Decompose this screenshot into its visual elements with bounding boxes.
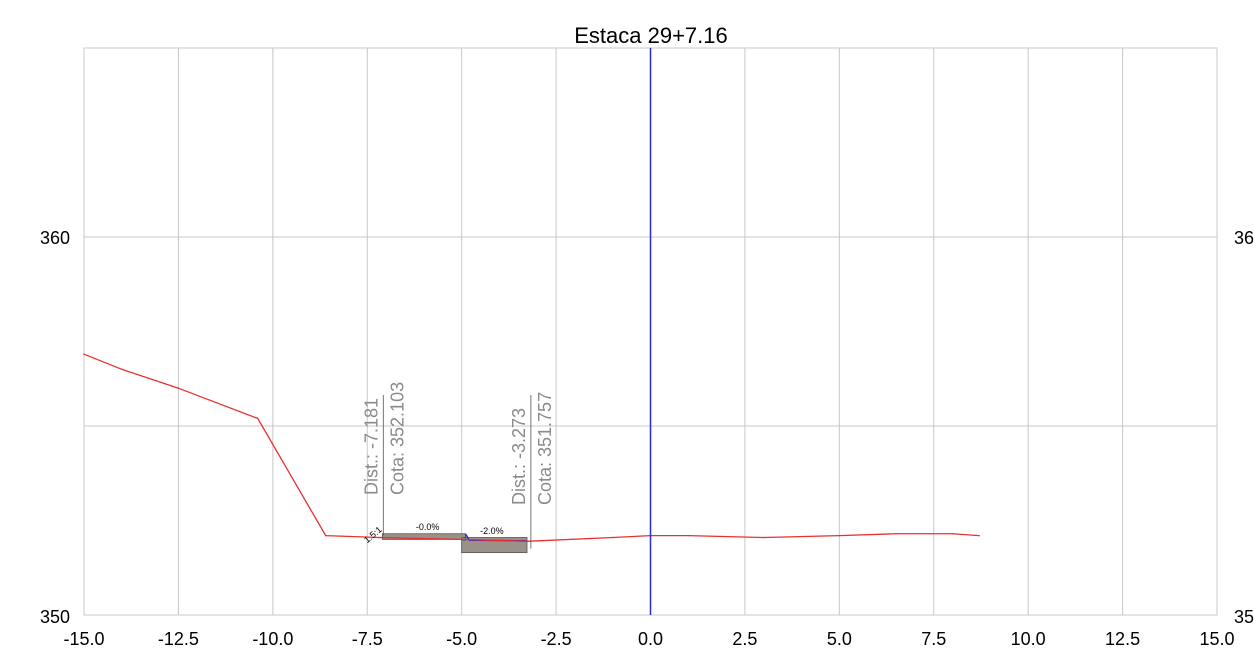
terrain-point — [526, 540, 528, 543]
x-tick-label: -5.0 — [446, 629, 477, 649]
annotation-cota-left: Cota: 352.103 — [387, 382, 407, 495]
y-tick-label-right: 36 — [1234, 228, 1254, 248]
x-tick-label: -12.5 — [158, 629, 199, 649]
x-tick-label: 12.5 — [1105, 629, 1140, 649]
x-tick-label: 10.0 — [1011, 629, 1046, 649]
terrain-point — [378, 536, 381, 539]
terrain-point — [83, 353, 85, 355]
terrain-point — [460, 538, 463, 541]
x-tick-label: 0.0 — [638, 629, 663, 649]
slope-label-right: -2.0% — [480, 526, 504, 536]
slope-label-left: -0.0% — [416, 522, 440, 532]
terrain-point — [687, 534, 690, 537]
chart-title: Estaca 29+7.16 — [574, 23, 728, 48]
terrain-point — [256, 417, 259, 420]
annotation-dist-left: Dist.: -7.181 — [361, 398, 381, 495]
y-tick-label-left: 360 — [40, 228, 70, 248]
x-tick-label: -10.0 — [252, 629, 293, 649]
terrain-point — [324, 534, 327, 537]
y-tick-label-left: 350 — [40, 607, 70, 627]
terrain-point — [838, 534, 841, 537]
terrain-point — [763, 536, 765, 539]
x-axis-ticks: -15.0 -12.5 -10.0 -7.5 -5.0 -2.5 0.0 2.5 5.0 7.5 1… — [63, 629, 1234, 649]
x-tick-label: 5.0 — [827, 629, 852, 649]
x-tick-label: 15.0 — [1199, 629, 1234, 649]
annotations: Dist.: -7.181 Cota: 352.103 Dist.: -3.273 C… — [361, 382, 555, 549]
terrain-point — [951, 532, 954, 535]
terrain-point — [611, 536, 614, 539]
terrain-point — [895, 532, 897, 535]
x-tick-label: -15.0 — [63, 629, 104, 649]
terrain-point — [177, 387, 180, 390]
annotation-dist-right: Dist.: -3.273 — [509, 408, 529, 505]
x-tick-label: 2.5 — [732, 629, 757, 649]
y-tick-label-right: 35 — [1234, 607, 1254, 627]
annotation-cota-right: Cota: 351.757 — [535, 392, 555, 505]
series — [83, 353, 980, 543]
terrain-point — [978, 534, 980, 537]
terrain-line — [83, 353, 980, 542]
x-tick-label: 7.5 — [921, 629, 946, 649]
y-axis-ticks: 360 350 36 35 — [40, 228, 1254, 627]
terrain-point — [120, 368, 123, 371]
x-tick-label: -2.5 — [541, 629, 572, 649]
x-tick-label: -7.5 — [352, 629, 383, 649]
